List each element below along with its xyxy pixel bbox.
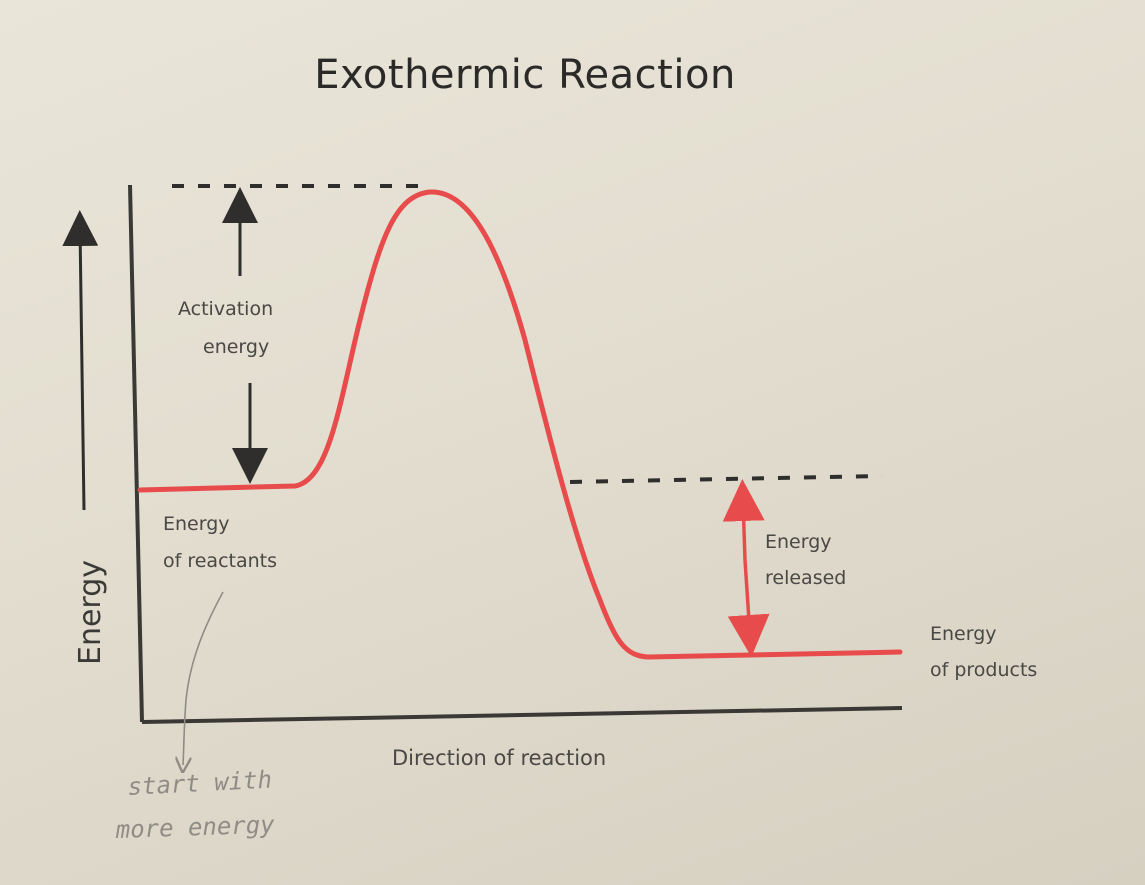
- activation-label-line1: Activation: [178, 298, 273, 320]
- energy-axis-arrow: [62, 210, 99, 511]
- diagram-title: Exothermic Reaction: [314, 52, 736, 98]
- released-label-line1: Energy: [765, 531, 832, 553]
- released-arrow-up: [722, 479, 765, 561]
- activation-label-line2: energy: [203, 336, 269, 358]
- handwritten-arrow: [183, 591, 224, 765]
- reaction-curve: [137, 189, 903, 660]
- x-axis-label: Direction of reaction: [392, 746, 606, 770]
- products-label-line1: Energy: [930, 623, 997, 645]
- y-axis-label: Energy: [73, 560, 108, 665]
- handwritten-note-line1: start with: [127, 765, 273, 801]
- released-arrow-down: [727, 559, 770, 657]
- reactants-label-line1: Energy: [163, 513, 230, 535]
- x-axis: [141, 706, 903, 724]
- y-axis: [128, 184, 144, 723]
- reactants-label-line2: of reactants: [163, 550, 277, 572]
- released-label-line2: released: [765, 567, 846, 589]
- handwritten-note-line2: more energy: [114, 810, 275, 844]
- products-label-line2: of products: [930, 659, 1037, 681]
- reactant-level-dashed-line: [569, 474, 883, 484]
